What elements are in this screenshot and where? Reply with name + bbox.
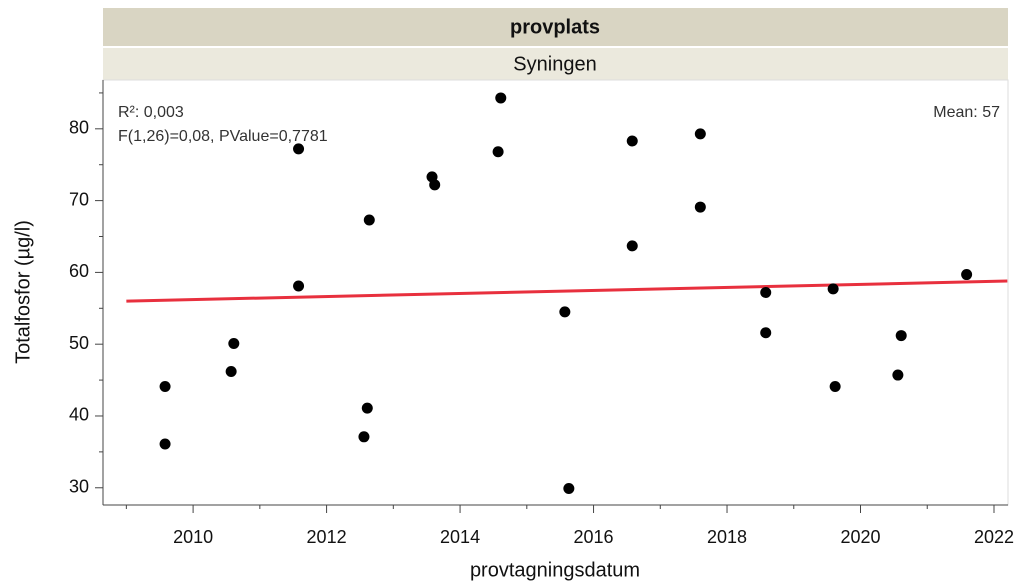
point <box>228 337 240 349</box>
point <box>293 143 305 155</box>
point <box>159 438 171 450</box>
x-tick-label: 2010 <box>173 527 213 547</box>
mean-label: Mean: 57 <box>933 104 1000 121</box>
point <box>495 92 507 104</box>
x-tick-label: 2014 <box>440 527 480 547</box>
point <box>760 287 772 298</box>
y-tick-label: 40 <box>69 405 89 425</box>
point <box>829 381 841 393</box>
y-tick-label: 50 <box>69 333 89 353</box>
point <box>559 306 571 318</box>
point <box>358 431 370 443</box>
y-tick-label: 70 <box>69 189 89 209</box>
annotation: F(1,26)=0,08, PValue=0,7781 <box>118 128 328 145</box>
y-axis-label: Totalfosfor (µg/l) <box>12 220 34 364</box>
point <box>626 135 638 147</box>
x-axis-label: provtagningsdatum <box>470 559 640 581</box>
point <box>293 280 305 292</box>
y-tick-label: 60 <box>69 261 89 281</box>
point <box>827 283 839 295</box>
x-tick-label: 2018 <box>707 527 747 547</box>
point <box>225 365 237 377</box>
point <box>361 402 373 414</box>
fit-line <box>126 279 1008 303</box>
point <box>694 201 706 213</box>
header-band <box>103 8 1008 46</box>
subheader-band <box>103 48 1008 80</box>
point <box>429 179 441 191</box>
subheader: Syningen <box>513 53 596 75</box>
header: provplats <box>510 16 600 38</box>
annotation: R²: 0,003 <box>118 104 184 121</box>
x-tick-label: 2016 <box>574 527 614 547</box>
y-tick-label: 80 <box>69 118 89 138</box>
point <box>961 269 973 281</box>
point <box>760 327 772 339</box>
point <box>492 146 504 158</box>
point <box>694 128 706 140</box>
point <box>892 369 904 381</box>
point <box>159 381 171 393</box>
x-tick-label: 2022 <box>974 527 1014 547</box>
point <box>563 482 575 494</box>
point <box>363 214 375 226</box>
y-tick-label: 30 <box>69 477 89 497</box>
x-tick-label: 2012 <box>307 527 347 547</box>
x-tick-label: 2020 <box>840 527 880 547</box>
point <box>895 330 907 342</box>
point <box>626 240 638 252</box>
